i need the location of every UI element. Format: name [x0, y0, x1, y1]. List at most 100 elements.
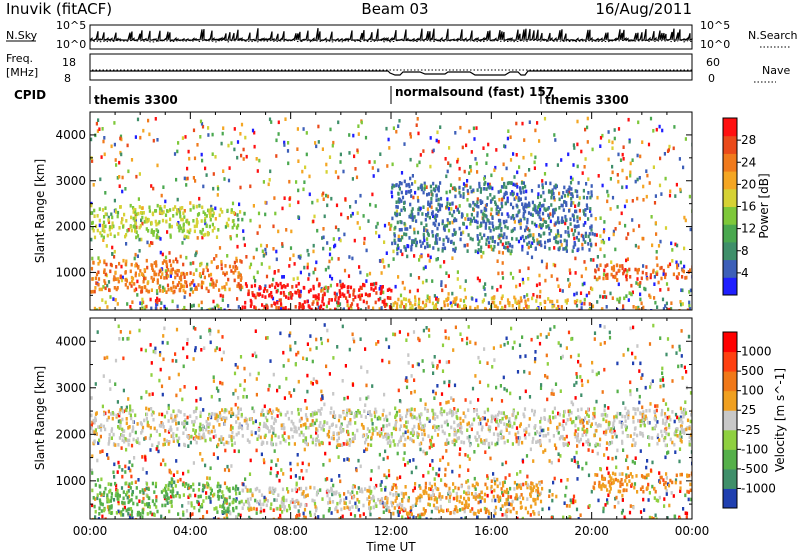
- echo-cell: [474, 492, 477, 496]
- echo-cell: [282, 423, 285, 427]
- echo-cell: [312, 249, 315, 254]
- echo-cell: [480, 236, 483, 240]
- echo-cell: [356, 497, 359, 502]
- echo-cell: [133, 288, 136, 293]
- echo-cell: [441, 288, 444, 293]
- echo-cell: [602, 272, 606, 277]
- echo-cell: [129, 515, 132, 519]
- echo-cell: [586, 206, 589, 210]
- echo-cell: [297, 509, 300, 513]
- echo-cell: [224, 225, 227, 229]
- echo-cell: [448, 495, 451, 499]
- echo-cell: [223, 510, 226, 515]
- echo-cell: [130, 228, 133, 233]
- echo-cell: [544, 208, 547, 212]
- echo-cell: [515, 153, 518, 157]
- echo-cell: [551, 214, 554, 218]
- echo-cell: [556, 163, 559, 167]
- echo-cell: [263, 499, 266, 503]
- echo-cell: [119, 330, 122, 334]
- echo-cell: [141, 286, 144, 290]
- echo-cell: [126, 495, 129, 500]
- echo-cell: [531, 220, 534, 225]
- echo-cell: [520, 181, 524, 185]
- echo-cell: [118, 261, 121, 266]
- echo-cell: [667, 287, 670, 292]
- power-ylabel: Slant Range [km]: [33, 159, 47, 263]
- echo-cell: [491, 235, 494, 240]
- echo-cell: [280, 468, 283, 472]
- echo-cell: [216, 456, 219, 460]
- echo-cell: [113, 142, 116, 147]
- echo-cell: [159, 367, 162, 372]
- echo-cell: [687, 270, 690, 274]
- echo-cell: [170, 286, 173, 291]
- echo-cell: [549, 219, 552, 224]
- echo-cell: [495, 304, 498, 309]
- echo-cell: [220, 495, 223, 499]
- echo-cell: [427, 192, 431, 196]
- echo-cell: [424, 245, 427, 250]
- echo-cell: [348, 255, 351, 259]
- echo-cell: [217, 228, 220, 232]
- echo-cell: [570, 203, 573, 207]
- echo-cell: [444, 473, 447, 477]
- echo-cell: [433, 355, 436, 359]
- echo-cell: [97, 118, 100, 122]
- echo-cell: [231, 225, 234, 230]
- echo-cell: [365, 396, 368, 401]
- echo-cell: [675, 260, 678, 265]
- echo-cell: [425, 517, 428, 519]
- echo-cell: [298, 513, 301, 517]
- echo-cell: [437, 139, 440, 144]
- echo-cell: [212, 172, 215, 176]
- echo-cell: [175, 393, 178, 398]
- echo-cell: [586, 379, 590, 384]
- echo-cell: [121, 189, 124, 194]
- echo-cell: [513, 295, 516, 300]
- echo-cell: [527, 305, 530, 309]
- echo-cell: [222, 126, 225, 130]
- echo-cell: [275, 498, 278, 502]
- echo-cell: [475, 298, 478, 303]
- echo-cell: [106, 453, 109, 457]
- echo-cell: [618, 299, 621, 304]
- echo-cell: [367, 395, 370, 399]
- echo-cell: [568, 282, 571, 286]
- echo-cell: [303, 494, 306, 499]
- echo-cell: [244, 477, 247, 481]
- echo-cell: [146, 281, 149, 286]
- echo-cell: [192, 261, 195, 265]
- echo-cell: [289, 475, 292, 479]
- echo-cell: [433, 215, 436, 220]
- echo-cell: [649, 402, 652, 406]
- echo-cell: [115, 483, 118, 488]
- echo-cell: [179, 285, 182, 290]
- echo-cell: [385, 251, 388, 255]
- echo-cell: [519, 191, 522, 195]
- echo-cell: [434, 306, 437, 310]
- echo-cell: [142, 273, 145, 277]
- echo-cell: [329, 274, 332, 279]
- echo-cell: [295, 352, 298, 357]
- echo-cell: [221, 504, 224, 509]
- echo-cell: [218, 246, 222, 250]
- echo-cell: [93, 306, 96, 310]
- echo-cell: [509, 391, 512, 396]
- echo-cell: [339, 238, 342, 243]
- echo-cell: [477, 248, 480, 252]
- echo-cell: [351, 332, 354, 337]
- echo-cell: [376, 221, 379, 226]
- echo-cell: [519, 296, 522, 300]
- echo-cell: [524, 235, 528, 240]
- echo-cell: [101, 502, 104, 507]
- echo-cell: [165, 491, 168, 496]
- echo-cell: [511, 228, 515, 233]
- echo-cell: [445, 360, 448, 365]
- echo-cell: [594, 268, 597, 273]
- echo-cell: [289, 347, 292, 352]
- echo-cell: [502, 195, 505, 200]
- echo-cell: [282, 502, 285, 506]
- echo-cell: [159, 210, 162, 214]
